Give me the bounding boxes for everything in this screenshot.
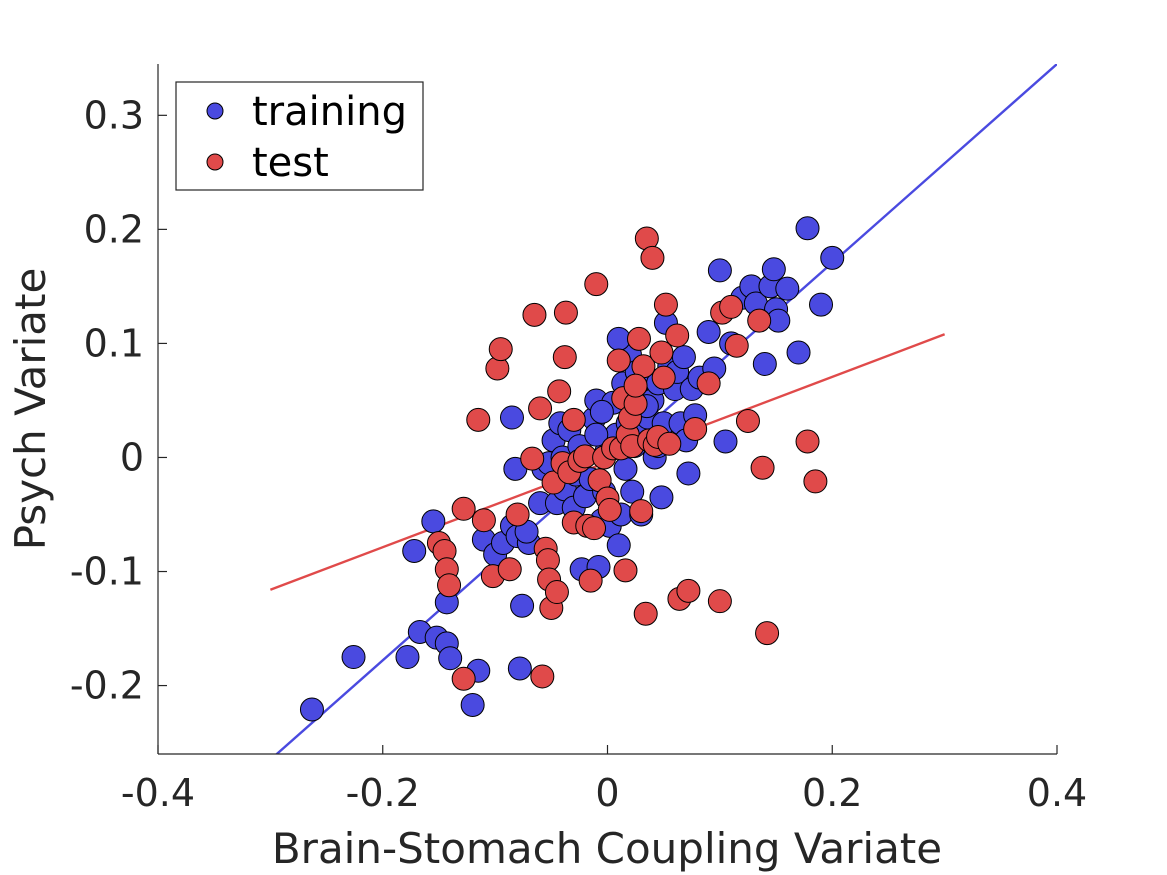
data-point-training (589, 399, 614, 424)
data-point-training (606, 533, 631, 558)
data-point-training (299, 697, 324, 722)
legend-label-test: test (252, 140, 329, 186)
data-point-test (735, 408, 760, 433)
data-point-training (696, 320, 721, 345)
data-point-test (578, 568, 603, 593)
data-point-test (552, 345, 577, 370)
data-point-training (438, 646, 463, 671)
x-axis-label: Brain-Stomach Coupling Variate (272, 824, 942, 873)
data-point-test (471, 508, 496, 533)
data-point-test (451, 496, 476, 521)
y-tick-label: -0.2 (70, 664, 144, 708)
x-tick-label: -0.4 (121, 771, 195, 815)
data-point-training (421, 509, 446, 534)
x-tick-label: 0.4 (1027, 771, 1087, 815)
data-point-training (775, 276, 800, 301)
data-point-test (522, 302, 547, 327)
data-point-test (803, 469, 828, 494)
data-point-training (510, 593, 535, 618)
data-point-training (341, 645, 366, 670)
legend-marker-training (206, 102, 224, 120)
data-point-training (713, 429, 738, 454)
data-point-test (676, 578, 701, 603)
data-point-test (623, 373, 648, 398)
data-point-test (649, 340, 674, 365)
data-point-test (466, 407, 491, 432)
data-point-test (597, 497, 622, 522)
data-point-training (809, 292, 834, 317)
data-point-test (724, 333, 749, 358)
data-point-test (633, 601, 658, 626)
x-tick-label: 0.2 (802, 771, 862, 815)
data-point-training (795, 216, 820, 241)
data-point-test (719, 294, 744, 319)
data-point-test (755, 621, 780, 646)
data-point-training (786, 340, 811, 365)
x-tick-label: -0.2 (346, 771, 420, 815)
data-point-test (544, 580, 569, 605)
data-point-test (626, 326, 651, 351)
y-tick-label: 0.2 (84, 207, 144, 251)
data-point-test (657, 431, 682, 456)
data-point-training (676, 461, 701, 486)
data-point-test (437, 573, 462, 598)
data-point-test (606, 348, 631, 373)
data-point-test (651, 365, 676, 390)
data-point-test (707, 589, 732, 614)
data-point-test (561, 407, 586, 432)
data-point-test (683, 416, 708, 441)
data-point-test (696, 371, 721, 396)
x-tick-label: 0 (595, 771, 619, 815)
data-point-test (653, 292, 678, 317)
data-point-training (752, 351, 777, 376)
data-point-test (520, 446, 545, 471)
data-point-test (613, 558, 638, 583)
data-point-test (665, 323, 690, 348)
data-point-test (584, 272, 609, 297)
legend: training test (175, 81, 424, 191)
data-point-training (707, 258, 732, 283)
legend-label-training: training (252, 89, 407, 135)
data-point-test (488, 337, 513, 362)
data-point-training (649, 485, 674, 510)
data-point-test (747, 308, 772, 333)
data-point-test (640, 245, 665, 270)
axes: -0.4 -0.2 0 0.2 0.4 -0.2 -0.1 0 0.1 0.2 0.3 (70, 64, 1087, 815)
data-point-test (530, 664, 555, 689)
data-point-training (460, 692, 485, 717)
y-axis-label: Psych Variate (6, 268, 55, 551)
data-point-test (528, 396, 553, 421)
legend-box (175, 81, 424, 191)
data-point-training (499, 405, 524, 430)
data-point-test (505, 502, 530, 527)
y-tick-label: 0.1 (84, 321, 144, 365)
data-point-training (761, 257, 786, 282)
data-point-training (507, 656, 532, 681)
data-point-training (820, 245, 845, 270)
data-point-test (795, 429, 820, 454)
y-tick-label: -0.1 (70, 550, 144, 594)
data-point-test (451, 666, 476, 691)
data-point-test (629, 499, 654, 524)
data-point-test (582, 516, 607, 541)
data-points (299, 216, 845, 722)
data-point-test (547, 379, 572, 404)
data-point-test (497, 557, 522, 582)
data-point-training (395, 645, 420, 670)
data-point-training (606, 326, 631, 351)
data-point-training (584, 422, 609, 447)
legend-marker-test (206, 153, 224, 171)
data-point-training (402, 538, 427, 563)
data-point-test (750, 455, 775, 480)
data-point-test (553, 300, 578, 325)
y-tick-label: 0 (120, 435, 144, 479)
data-point-training (671, 345, 696, 370)
y-tick-label: 0.3 (84, 93, 144, 137)
data-point-training (613, 456, 638, 481)
